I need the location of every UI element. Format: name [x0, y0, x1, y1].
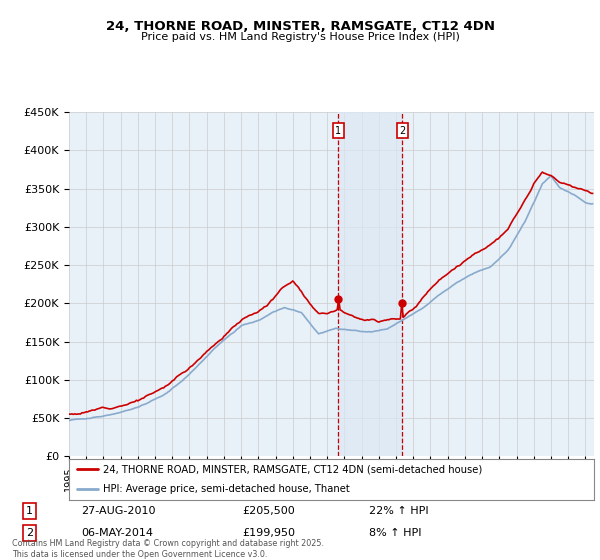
Text: 27-AUG-2010: 27-AUG-2010 — [81, 506, 155, 516]
Text: 8% ↑ HPI: 8% ↑ HPI — [369, 528, 422, 538]
Text: £199,950: £199,950 — [242, 528, 295, 538]
Text: 06-MAY-2014: 06-MAY-2014 — [81, 528, 153, 538]
Text: 24, THORNE ROAD, MINSTER, RAMSGATE, CT12 4DN: 24, THORNE ROAD, MINSTER, RAMSGATE, CT12… — [106, 20, 494, 32]
Bar — [338, 112, 402, 456]
Text: 1: 1 — [26, 506, 33, 516]
Text: 2: 2 — [26, 528, 33, 538]
Text: 24, THORNE ROAD, MINSTER, RAMSGATE, CT12 4DN (semi-detached house): 24, THORNE ROAD, MINSTER, RAMSGATE, CT12… — [103, 464, 482, 474]
Text: 22% ↑ HPI: 22% ↑ HPI — [369, 506, 429, 516]
Text: Contains HM Land Registry data © Crown copyright and database right 2025.
This d: Contains HM Land Registry data © Crown c… — [12, 539, 324, 559]
Text: Price paid vs. HM Land Registry's House Price Index (HPI): Price paid vs. HM Land Registry's House … — [140, 32, 460, 43]
Text: 2: 2 — [399, 126, 405, 136]
Text: HPI: Average price, semi-detached house, Thanet: HPI: Average price, semi-detached house,… — [103, 484, 350, 494]
Text: £205,500: £205,500 — [242, 506, 295, 516]
Text: 1: 1 — [335, 126, 341, 136]
